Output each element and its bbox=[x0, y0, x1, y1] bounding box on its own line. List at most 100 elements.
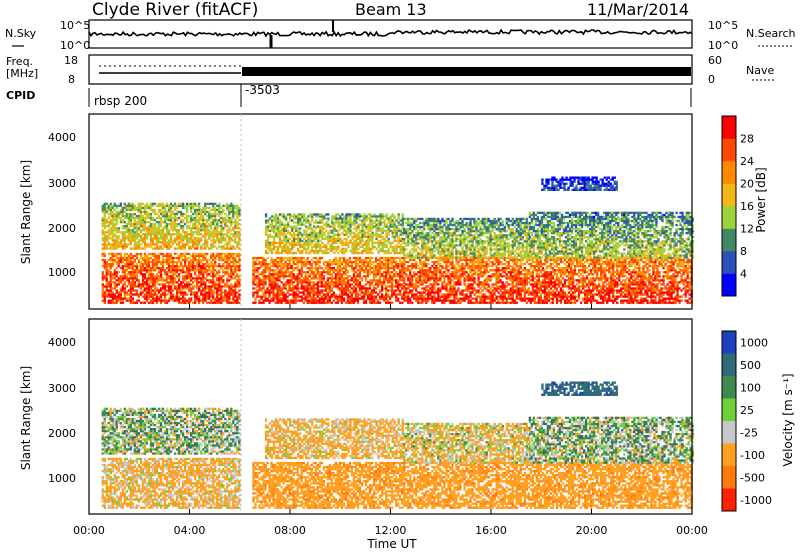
power-cell bbox=[350, 293, 354, 296]
power-cell bbox=[354, 283, 358, 286]
power-cell bbox=[579, 285, 583, 288]
power-cell bbox=[602, 301, 605, 304]
power-cell bbox=[338, 293, 341, 296]
power-cell bbox=[216, 287, 219, 290]
power-cell bbox=[411, 293, 414, 296]
power-cell bbox=[389, 289, 392, 292]
power-cell bbox=[278, 258, 281, 262]
power-cell bbox=[316, 260, 319, 264]
power-cell bbox=[376, 281, 380, 284]
power-cell bbox=[326, 267, 329, 270]
power-cell bbox=[278, 279, 281, 282]
power-cell bbox=[551, 269, 555, 272]
power-cell bbox=[469, 299, 472, 302]
power-cell bbox=[111, 254, 114, 258]
power-cell bbox=[214, 265, 217, 268]
power-cell bbox=[473, 271, 476, 274]
power-cell bbox=[352, 297, 356, 300]
power-cell bbox=[113, 283, 116, 286]
power-cell bbox=[596, 260, 599, 264]
power-cell bbox=[163, 273, 167, 276]
power-cell bbox=[672, 267, 675, 270]
power-cell bbox=[397, 289, 400, 292]
power-cell bbox=[121, 297, 124, 300]
power-cell bbox=[165, 299, 169, 302]
power-cell bbox=[612, 267, 615, 270]
power-cell bbox=[137, 285, 140, 288]
power-cell bbox=[471, 287, 474, 290]
power-cell bbox=[553, 271, 557, 274]
power-cell bbox=[509, 273, 512, 276]
power-cell bbox=[328, 269, 331, 272]
power-cell bbox=[443, 301, 446, 304]
power-cell bbox=[180, 256, 183, 260]
power-cell bbox=[628, 295, 631, 298]
power-cell bbox=[127, 271, 130, 274]
power-cell bbox=[479, 271, 482, 274]
power-cell bbox=[119, 275, 122, 278]
power-cell bbox=[670, 267, 673, 270]
power-cell bbox=[318, 271, 321, 274]
power-cell bbox=[493, 299, 496, 302]
power-cell bbox=[139, 291, 143, 294]
power-cell bbox=[495, 258, 498, 262]
power-cell bbox=[620, 283, 623, 286]
power-cell bbox=[389, 297, 392, 300]
power-cell bbox=[415, 260, 418, 264]
power-cell bbox=[163, 287, 167, 290]
power-cell bbox=[141, 289, 145, 292]
power-cell bbox=[276, 263, 279, 266]
power-cell bbox=[312, 260, 315, 264]
power-cell bbox=[387, 285, 390, 288]
power-cell bbox=[184, 301, 187, 304]
power-cell bbox=[326, 301, 329, 304]
power-cell bbox=[370, 301, 374, 304]
power-cell bbox=[515, 265, 518, 268]
power-cell bbox=[479, 273, 482, 276]
power-cell bbox=[175, 271, 179, 274]
power-cell bbox=[453, 267, 456, 270]
power-cell bbox=[212, 297, 215, 300]
power-cell bbox=[310, 273, 313, 276]
power-cell bbox=[467, 285, 470, 288]
power-cell bbox=[113, 254, 116, 258]
power-cell bbox=[547, 265, 551, 268]
power-cell bbox=[614, 297, 617, 300]
power-cell bbox=[537, 297, 540, 300]
power-cell bbox=[487, 271, 490, 274]
power-cell bbox=[495, 281, 498, 284]
power-cell bbox=[571, 263, 575, 266]
power-cell bbox=[334, 283, 337, 286]
power-cell bbox=[226, 273, 229, 276]
power-cell bbox=[676, 291, 679, 294]
power-cell bbox=[236, 260, 239, 264]
power-cell bbox=[256, 277, 259, 280]
power-cell bbox=[479, 275, 482, 278]
power-cell bbox=[459, 283, 462, 286]
power-cell bbox=[202, 254, 205, 258]
power-cell bbox=[479, 291, 482, 294]
power-cell bbox=[451, 287, 454, 290]
power-cell bbox=[358, 289, 362, 292]
power-cell bbox=[304, 285, 307, 288]
power-cell bbox=[385, 295, 388, 298]
power-cell bbox=[113, 260, 116, 264]
power-cell bbox=[167, 252, 171, 256]
power-cell bbox=[501, 287, 504, 290]
power-cell bbox=[294, 256, 297, 260]
power-cell bbox=[157, 275, 161, 278]
power-cell bbox=[123, 269, 126, 272]
power-cell bbox=[445, 289, 448, 292]
power-cell bbox=[286, 258, 289, 262]
power-cell bbox=[417, 275, 420, 278]
power-cell bbox=[186, 301, 189, 304]
power-cell bbox=[407, 283, 410, 286]
power-cell bbox=[537, 287, 540, 290]
power-cell bbox=[254, 301, 257, 304]
power-cell bbox=[272, 273, 275, 276]
power-cell bbox=[322, 279, 325, 282]
power-cell bbox=[481, 301, 484, 304]
power-cell bbox=[584, 301, 587, 304]
power-cell bbox=[632, 263, 635, 266]
power-cell bbox=[658, 289, 661, 292]
